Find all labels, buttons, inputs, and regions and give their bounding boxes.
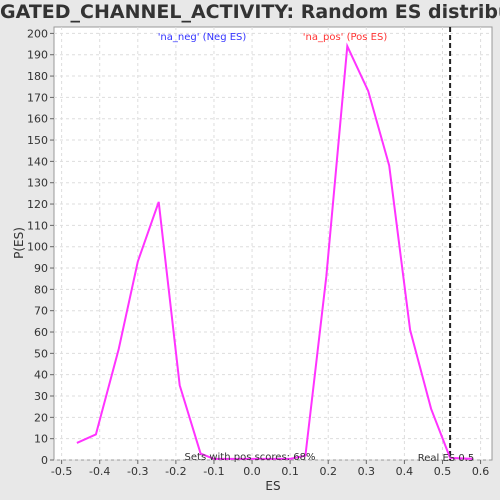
distribution-line: [76, 42, 474, 460]
x-tick-label: -0.2: [165, 465, 186, 478]
y-tick-label: 190: [27, 49, 48, 62]
x-tick-label: 0.5: [434, 465, 452, 478]
real-es-text: Real ES 0.5: [418, 453, 474, 464]
y-tick-label: 60: [34, 326, 48, 339]
chart-title: GATED_CHANNEL_ACTIVITY: Random ES distri…: [0, 1, 500, 23]
y-tick-label: 160: [27, 113, 48, 126]
y-axis-label: P(ES): [12, 227, 26, 259]
x-tick-label: 0.3: [358, 465, 376, 478]
y-tick-label: 10: [34, 433, 48, 446]
neg-es-label: 'na_neg' (Neg ES): [158, 32, 247, 43]
y-tick-label: 20: [34, 411, 48, 424]
x-tick-label: -0.5: [51, 465, 72, 478]
x-tick-label: -0.3: [127, 465, 148, 478]
plot-area: [53, 26, 493, 461]
pos-es-label: 'na_pos' (Pos ES): [303, 32, 388, 43]
y-tick-label: 120: [27, 198, 48, 211]
x-tick-label: -0.4: [89, 465, 110, 478]
gridlines: [54, 27, 492, 461]
ticks: 0 10 20 30 40 50 60 70 80 90 100 110 120 130 140 150 160…: [27, 27, 489, 478]
y-tick-label: 100: [27, 241, 48, 254]
y-tick-label: 130: [27, 177, 48, 190]
x-tick-label: -0.1: [203, 465, 224, 478]
y-tick-label: 0: [41, 454, 48, 467]
y-tick-label: 200: [27, 27, 48, 40]
y-tick-label: 30: [34, 390, 48, 403]
x-tick-label: 0.4: [396, 465, 414, 478]
y-tick-label: 140: [27, 155, 48, 168]
x-tick-label: 0.2: [319, 465, 337, 478]
x-axis-label: ES: [265, 479, 280, 493]
x-tick-label: 0.6: [472, 465, 490, 478]
y-tick-label: 180: [27, 70, 48, 83]
y-tick-label: 70: [34, 305, 48, 318]
x-tick-label: 0.1: [281, 465, 299, 478]
y-tick-label: 80: [34, 283, 48, 296]
y-tick-label: 150: [27, 134, 48, 147]
y-tick-label: 50: [34, 347, 48, 360]
y-tick-label: 170: [27, 91, 48, 104]
y-tick-label: 110: [27, 219, 48, 232]
x-tick-label: 0.0: [243, 465, 261, 478]
y-tick-label: 40: [34, 369, 48, 382]
sets-pos-scores-text: Sets with pos scores: 68%: [185, 452, 316, 463]
y-tick-label: 90: [34, 262, 48, 275]
